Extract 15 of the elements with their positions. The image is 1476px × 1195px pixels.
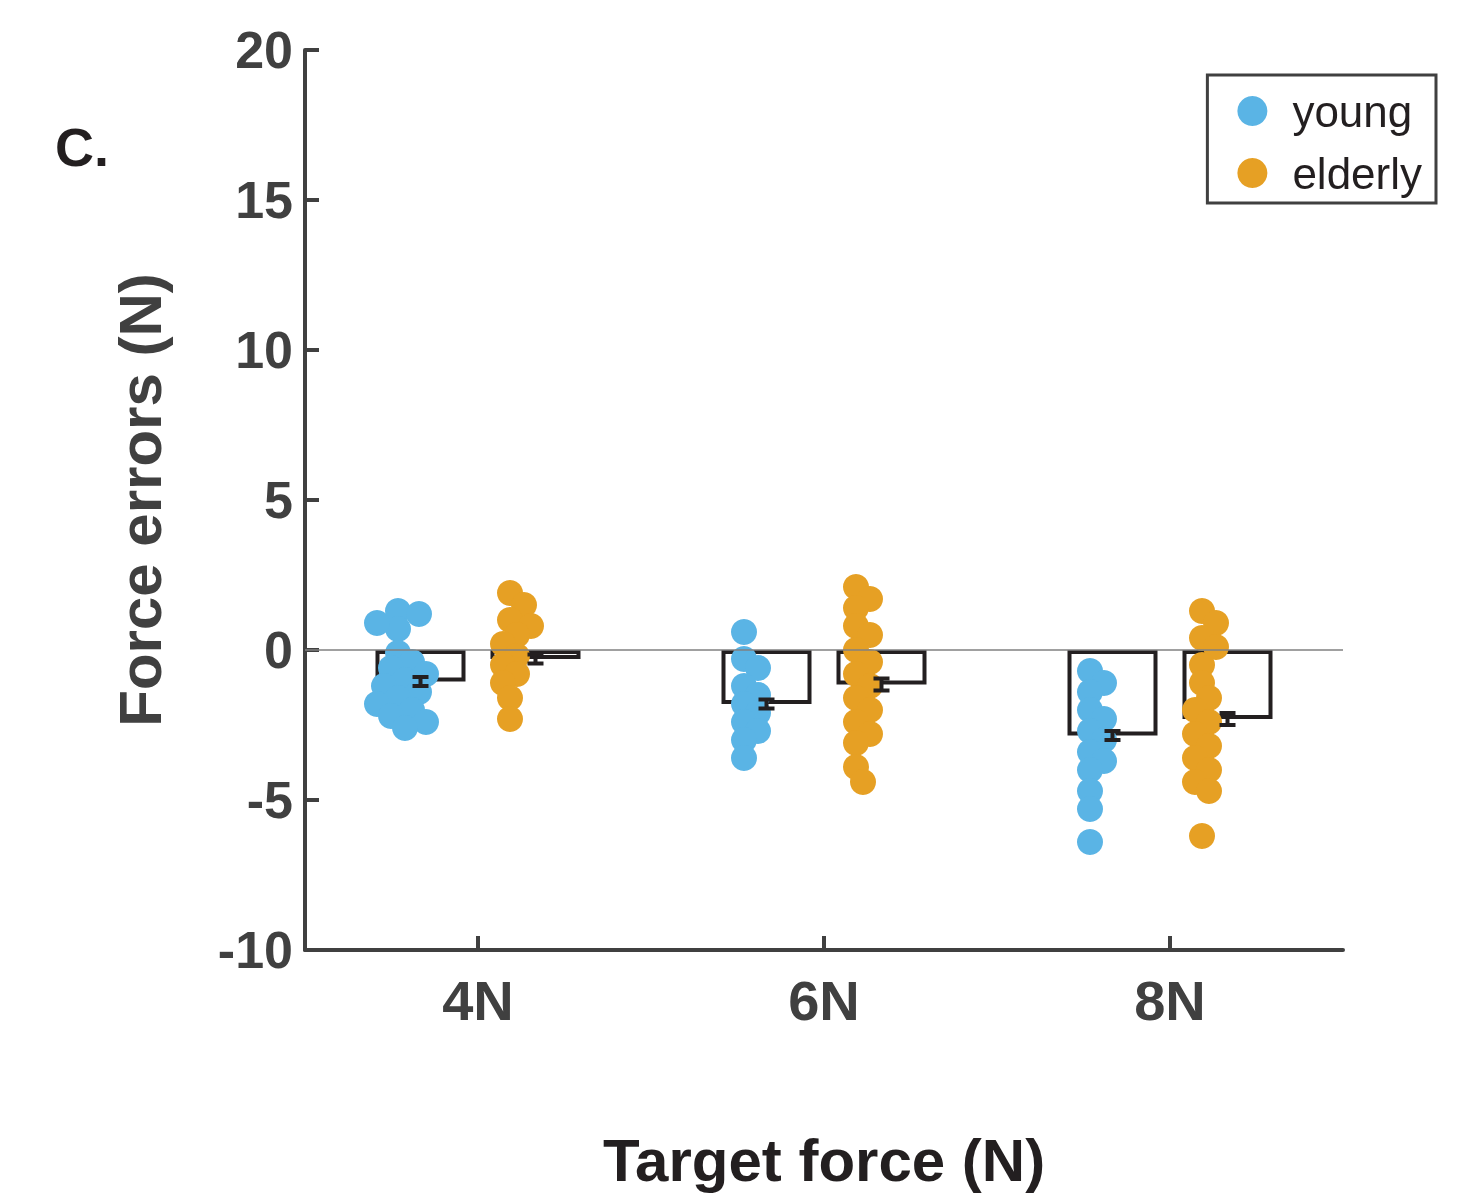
- y-tick-label: 10: [235, 321, 293, 379]
- y-tick-label: 15: [235, 171, 293, 229]
- x-axis-title: Target force (N): [602, 1126, 1046, 1194]
- text: C.: [55, 117, 109, 177]
- y-axis-title: Force errors (N): [106, 273, 174, 727]
- y-tick-label: -5: [246, 771, 293, 829]
- x-tick-label: 4N: [442, 968, 514, 1032]
- y-tick-label: 20: [235, 21, 293, 79]
- legend-label: elderly: [1292, 148, 1423, 198]
- x-tick-label: 8N: [1134, 968, 1206, 1032]
- y-tick-label: -10: [217, 921, 293, 979]
- y-tick-label: 0: [264, 621, 293, 679]
- y-tick-label: 5: [264, 471, 293, 529]
- legend-label: young: [1292, 86, 1413, 136]
- x-tick-label: 6N: [788, 968, 860, 1032]
